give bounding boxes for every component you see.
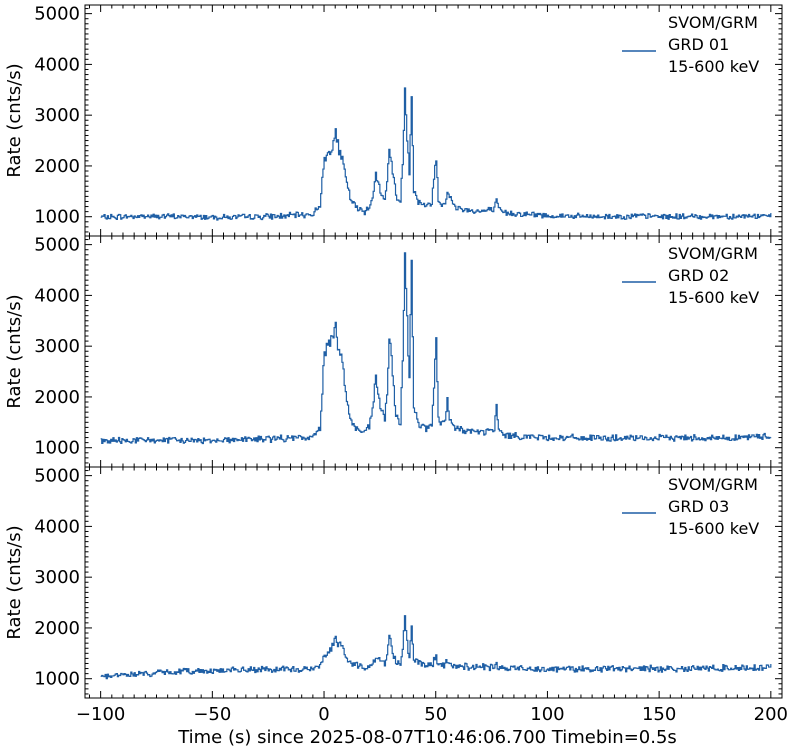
panel-2: 1000 2000 3000 4000 5000 Rate (cnts/s) SVOM/GR…	[4, 235, 783, 468]
y-tick-label: 2000	[34, 156, 80, 177]
x-tick-label: 0	[318, 704, 329, 725]
y-tick-label: 1000	[34, 207, 80, 228]
legend-entry: SVOM/GRM	[668, 244, 758, 263]
panel-3: 1000 2000 3000 4000 5000 Rate (cnts/s) SVOM/GR…	[4, 466, 783, 699]
y-tick-label: 1000	[34, 669, 80, 690]
y-tick-label: 4000	[34, 285, 80, 306]
x-tick-label: 100	[530, 704, 564, 725]
x-tick-label: 150	[642, 704, 676, 725]
legend-entry: 15-600 keV	[668, 57, 759, 76]
y-tick-label: 2000	[34, 618, 80, 639]
light-curve-line	[100, 252, 772, 445]
legend-entry: 15-600 keV	[668, 519, 759, 538]
y-tick-label: 5000	[34, 4, 80, 25]
y-tick-label: 3000	[34, 105, 80, 126]
y-tick-label: 4000	[34, 54, 80, 75]
x-tick-label: −100	[76, 704, 125, 725]
y-tick-label: 1000	[34, 438, 80, 459]
legend-entry: SVOM/GRM	[668, 13, 758, 32]
y-tick-label: 2000	[34, 387, 80, 408]
y-axis-label: Rate (cnts/s)	[4, 525, 25, 639]
y-axis-label: Rate (cnts/s)	[4, 63, 25, 177]
y-tick-label: 5000	[34, 235, 80, 256]
y-axis-label: Rate (cnts/s)	[4, 294, 25, 408]
x-tick-label: 200	[754, 704, 787, 725]
y-tick-label: 3000	[34, 336, 80, 357]
y-tick-label: 5000	[34, 466, 80, 487]
legend-entry: GRD 01	[668, 35, 729, 54]
panel-1: 1000 2000 3000 4000 5000 Rate (cnts/s) SVOM/GR…	[4, 4, 783, 237]
x-tick-label: 50	[424, 704, 447, 725]
y-tick-label: 4000	[34, 516, 80, 537]
x-axis-label: Time (s) since 2025-08-07T10:46:06.700 T…	[177, 727, 677, 748]
light-curve-line	[100, 87, 772, 221]
legend-entry: 15-600 keV	[668, 288, 759, 307]
legend-entry: GRD 02	[668, 266, 729, 285]
legend-entry: GRD 03	[668, 497, 729, 516]
light-curve-line	[100, 615, 772, 680]
y-tick-label: 3000	[34, 567, 80, 588]
x-tick-label: −50	[193, 704, 231, 725]
legend-entry: SVOM/GRM	[668, 475, 758, 494]
